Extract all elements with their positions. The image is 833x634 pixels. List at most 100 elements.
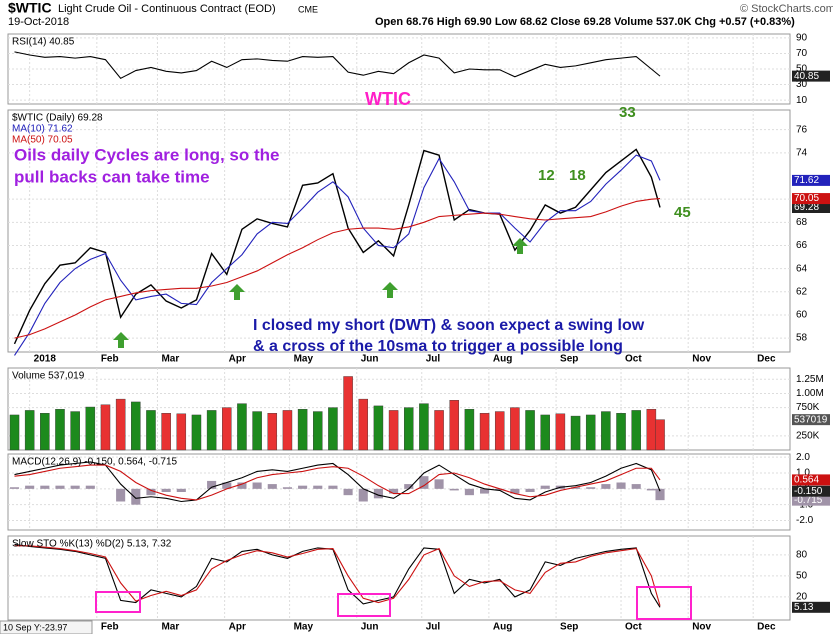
last-value-badge [792, 414, 830, 426]
y-tick-label: 250K [796, 431, 820, 442]
histogram-bar [419, 476, 429, 489]
last-value-badge [792, 70, 830, 82]
x-tick-label: May [294, 622, 314, 633]
cycle-arrow [512, 238, 528, 254]
volume-bar [585, 414, 596, 451]
volume-bar [85, 406, 96, 451]
histogram-bar [389, 488, 399, 494]
last-value-label: -0.150 [794, 486, 823, 497]
volume-bar [388, 410, 399, 451]
volume-bar [100, 404, 111, 451]
volume-bar [222, 407, 232, 451]
histogram-bar [510, 488, 520, 494]
histogram-bar [480, 488, 490, 494]
series-line [14, 545, 661, 606]
histogram-bar [176, 488, 186, 492]
volume-bar [540, 414, 550, 451]
cursor-box [0, 620, 93, 634]
panel-title: Volume 537,019 [12, 371, 85, 382]
volume-bar [267, 413, 278, 451]
last-value-badge [792, 201, 830, 213]
annotation: I closed my short (DWT) & soon expect a … [253, 317, 645, 334]
quote: Open 68.76 High 69.90 Low 68.62 Close 69… [375, 16, 795, 28]
volume-bar [328, 407, 338, 451]
histogram-bar [449, 488, 459, 491]
histogram-bar [40, 485, 50, 489]
volume-bar [373, 405, 384, 451]
x-tick-label: Sep [560, 354, 578, 365]
x-tick-label: Jun [361, 622, 379, 633]
volume-bar [464, 409, 475, 451]
histogram-bar [9, 487, 20, 489]
x-tick-label: Aug [493, 354, 512, 365]
volume-bar [131, 401, 141, 451]
x-tick-label: Nov [692, 354, 711, 365]
annotation: 18 [569, 167, 586, 184]
y-tick-label: 58 [796, 333, 808, 344]
volume-bar [191, 414, 202, 451]
last-value-label: 5.13 [794, 602, 814, 613]
cursor-readout: 10 Sep Y:-23.97 [3, 622, 67, 632]
last-value-label: 0.564 [794, 475, 819, 486]
histogram-bar [161, 488, 171, 492]
x-tick-label: Aug [493, 622, 512, 633]
volume-bar [9, 414, 20, 451]
histogram-bar [525, 488, 535, 492]
x-tick-label: Jul [426, 622, 441, 633]
x-tick-label: Jul [426, 354, 441, 365]
volume-bar [358, 398, 369, 451]
panel-frame [7, 33, 791, 105]
histogram-bar [116, 488, 126, 502]
histogram-bar [252, 482, 262, 489]
panel-title: RSI(14) 40.85 [12, 37, 75, 48]
y-tick-label: 80 [796, 550, 808, 561]
histogram-bar [616, 482, 626, 489]
exchange: CME [298, 4, 318, 14]
volume-bar [631, 410, 641, 451]
histogram-bar [298, 485, 308, 489]
last-value-label: 40.85 [794, 71, 819, 82]
volume-bar [70, 411, 80, 451]
y-tick-label: 74 [796, 147, 808, 158]
last-value-badge [792, 601, 830, 613]
annotation: WTIC [365, 89, 411, 109]
volume-bar [555, 413, 566, 451]
y-tick-label: 20 [796, 592, 808, 603]
last-value-badge [792, 174, 830, 186]
histogram-bar [570, 487, 581, 489]
volume-bar [616, 413, 626, 451]
annotation: & a cross of the 10sma to trigger a poss… [253, 338, 623, 355]
volume-bar [525, 410, 535, 451]
last-value-badge [792, 485, 830, 497]
annotation: 45 [674, 204, 691, 221]
last-value-badge [792, 193, 830, 205]
last-value-label: -0.715 [794, 495, 823, 506]
volume-bar [510, 407, 520, 451]
last-value-label: 71.62 [794, 175, 819, 186]
y-tick-label: -2.0 [796, 515, 814, 526]
histogram-bar [631, 484, 641, 489]
histogram-bar [85, 485, 95, 489]
histogram-bar [495, 488, 505, 491]
source: © StockCharts.com [740, 3, 833, 15]
last-value-label: 537019 [794, 414, 828, 425]
histogram-bar [343, 488, 353, 496]
histogram-bar [434, 479, 444, 489]
legend-entry: MA(50) 70.05 [12, 135, 73, 146]
y-tick-label: 76 [796, 124, 808, 135]
series-line [14, 51, 661, 80]
volume-bar [479, 413, 490, 451]
y-tick-label: 62 [796, 286, 808, 297]
highlight-box [337, 593, 391, 617]
panel-frame [7, 109, 791, 353]
legend-entry: $WTIC (Daily) 69.28 [12, 113, 103, 124]
histogram-bar [146, 488, 156, 496]
histogram-bar [328, 485, 338, 489]
histogram-bar [358, 488, 368, 502]
histogram-bar [207, 480, 217, 489]
symbol: $WTIC [8, 0, 52, 16]
volume-bar [570, 415, 581, 451]
y-tick-label: 50 [796, 571, 808, 582]
volume-bar [282, 410, 293, 451]
volume-bar [449, 400, 459, 451]
